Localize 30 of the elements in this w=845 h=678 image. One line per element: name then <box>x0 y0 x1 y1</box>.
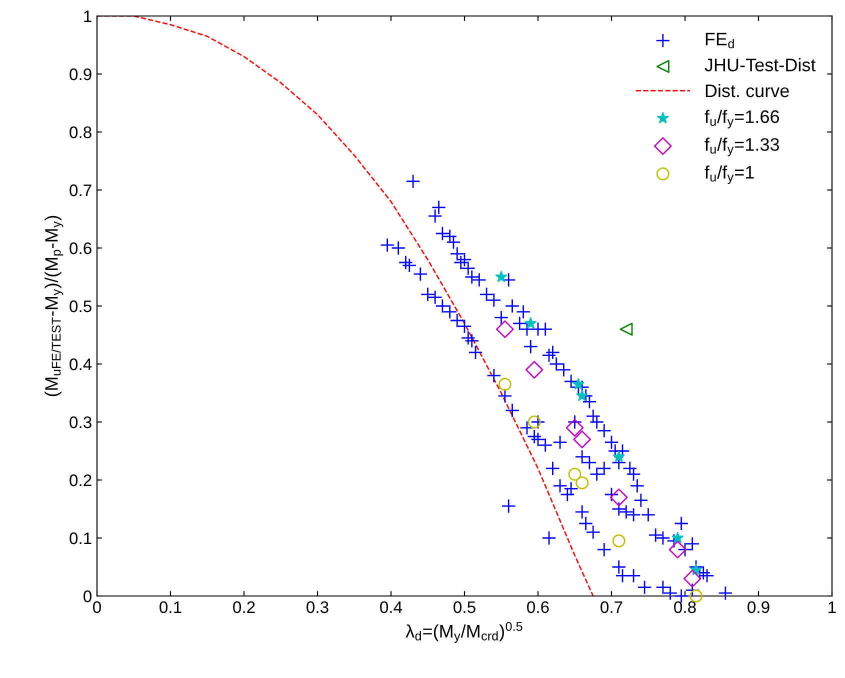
y-tick-label: 0 <box>84 590 92 602</box>
legend-label: JHU-Test-Dist <box>704 58 816 72</box>
y-tick-label: 0.4 <box>70 358 92 370</box>
x-axis-title: λ$_{d}$=(M$_{y}$/M$_{crd}$)$^{0.5}$ <box>406 622 522 643</box>
y-tick-label: 0.5 <box>70 300 92 312</box>
y-tick-label: 1 <box>84 10 92 22</box>
x-tick-label: 0.5 <box>454 601 476 614</box>
legend-label: FE$_{d}$ <box>706 32 734 48</box>
x-tick-label: 0.1 <box>160 601 182 614</box>
x-tick-label: 1 <box>828 601 836 613</box>
x-tick-label: 0.3 <box>306 601 328 614</box>
x-tick-label: 0.4 <box>380 601 402 614</box>
legend-label: f$_{u}$/f$_{y}$=1 <box>704 165 754 184</box>
y-tick-label: 0.1 <box>70 532 92 544</box>
text: (M$_{uFE/TEST}$-M$_{y}$)/(M$_{p}$-M$_{y}$) <box>44 216 64 396</box>
x-tick-label: 0.2 <box>233 601 255 614</box>
y-tick-label: 0.3 <box>70 416 92 428</box>
y-tick-label: 0.2 <box>70 474 92 486</box>
legend-label: f$_{u}$/f$_{y}$=1.33 <box>704 138 779 156</box>
x-tick-label: 0 <box>93 601 101 614</box>
y-tick-label: 0.8 <box>70 126 92 138</box>
y-tick-label: 0.9 <box>70 68 92 80</box>
legend-label: Dist. curve <box>706 84 789 98</box>
legend-label: f$_{u}$/f$_{y}$=1.66 <box>704 110 779 128</box>
y-tick-label: 0.7 <box>70 184 92 196</box>
x-tick-label: 0.6 <box>527 601 549 614</box>
x-tick-label: 0.9 <box>748 601 770 614</box>
x-tick-label: 0.8 <box>674 601 696 614</box>
y-tick-label: 0.6 <box>70 242 92 254</box>
x-tick-label: 0.7 <box>600 601 622 614</box>
